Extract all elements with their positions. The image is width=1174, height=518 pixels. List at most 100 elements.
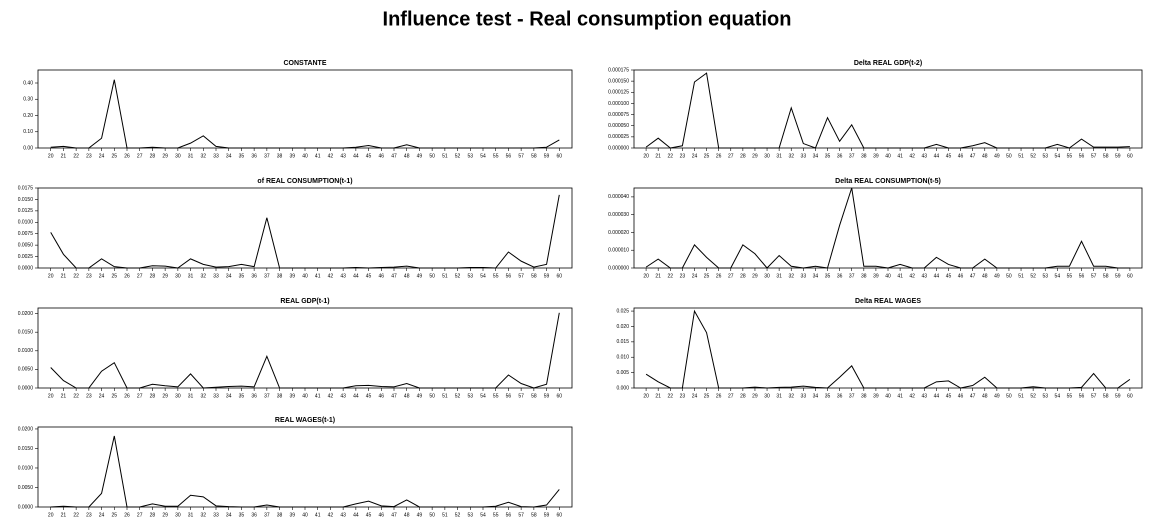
x-tick-label: 35 [239, 393, 245, 399]
x-tick-label: 52 [455, 393, 461, 399]
x-tick-label: 57 [518, 393, 524, 399]
x-tick-label: 33 [213, 273, 219, 279]
x-tick-label: 31 [188, 153, 194, 159]
panel-title: Delta REAL CONSUMPTION(t-5) [835, 178, 941, 185]
x-tick-label: 43 [922, 393, 928, 399]
x-tick-label: 47 [391, 512, 397, 518]
x-tick-label: 26 [124, 273, 130, 279]
x-tick-label: 20 [48, 512, 54, 518]
x-tick-label: 49 [994, 273, 1000, 279]
x-tick-label: 40 [885, 393, 891, 399]
x-tick-label: 25 [112, 153, 118, 159]
x-tick-label: 38 [861, 153, 867, 159]
x-tick-label: 27 [137, 273, 143, 279]
x-tick-label: 44 [353, 273, 359, 279]
y-tick-label: 0.0150 [18, 446, 34, 452]
x-tick-label: 52 [1030, 393, 1036, 399]
x-tick-label: 42 [909, 393, 915, 399]
x-tick-label: 53 [468, 273, 474, 279]
x-tick-label: 38 [277, 393, 283, 399]
x-tick-label: 60 [1127, 393, 1133, 399]
x-tick-label: 28 [740, 273, 746, 279]
x-tick-label: 20 [643, 393, 649, 399]
x-tick-label: 26 [716, 273, 722, 279]
x-tick-label: 50 [429, 273, 435, 279]
x-tick-label: 21 [655, 393, 661, 399]
x-tick-label: 32 [788, 273, 794, 279]
x-tick-label: 45 [366, 273, 372, 279]
x-tick-label: 27 [137, 153, 143, 159]
data-line [50, 312, 560, 389]
x-tick-label: 22 [73, 512, 79, 518]
x-tick-label: 25 [704, 153, 710, 159]
x-tick-label: 31 [776, 273, 782, 279]
y-tick-label: 0.0100 [18, 465, 34, 471]
x-tick-label: 43 [922, 273, 928, 279]
x-tick-label: 57 [1091, 273, 1097, 279]
x-tick-label: 21 [61, 512, 67, 518]
x-tick-label: 33 [213, 153, 219, 159]
x-tick-label: 40 [302, 393, 308, 399]
x-tick-label: 47 [970, 393, 976, 399]
x-tick-label: 60 [1127, 153, 1133, 159]
x-tick-label: 32 [788, 153, 794, 159]
x-tick-label: 30 [175, 153, 181, 159]
y-tick-label: 0.000100 [608, 101, 629, 107]
x-tick-label: 60 [557, 273, 563, 279]
x-tick-label: 36 [837, 153, 843, 159]
x-tick-label: 53 [468, 512, 474, 518]
x-tick-label: 20 [48, 153, 54, 159]
x-tick-label: 45 [946, 273, 952, 279]
x-tick-label: 25 [704, 273, 710, 279]
figure-title: Influence test - Real consumption equati… [383, 8, 792, 30]
x-tick-label: 24 [99, 393, 105, 399]
x-tick-label: 33 [213, 512, 219, 518]
x-tick-label: 39 [290, 273, 296, 279]
y-tick-label: 0.0050 [18, 367, 34, 373]
x-tick-label: 47 [970, 273, 976, 279]
x-tick-label: 57 [518, 512, 524, 518]
x-tick-label: 49 [417, 512, 423, 518]
x-tick-label: 52 [1030, 273, 1036, 279]
x-tick-label: 51 [1018, 153, 1024, 159]
y-tick-label: 0.10 [23, 129, 33, 135]
x-tick-label: 31 [188, 512, 194, 518]
x-tick-label: 28 [150, 273, 156, 279]
x-tick-label: 23 [680, 273, 686, 279]
x-tick-label: 43 [340, 153, 346, 159]
x-tick-label: 43 [922, 153, 928, 159]
x-tick-label: 47 [970, 153, 976, 159]
y-tick-label: 0.0075 [18, 231, 34, 237]
x-tick-label: 42 [328, 512, 334, 518]
x-tick-label: 36 [837, 273, 843, 279]
x-tick-label: 48 [404, 273, 410, 279]
x-tick-label: 38 [277, 153, 283, 159]
x-tick-label: 31 [776, 393, 782, 399]
x-tick-label: 52 [455, 273, 461, 279]
x-tick-label: 57 [518, 153, 524, 159]
x-tick-label: 24 [692, 393, 698, 399]
plot-frame [37, 187, 573, 269]
y-tick-label: 0.000030 [608, 212, 629, 218]
x-tick-label: 48 [404, 512, 410, 518]
x-tick-label: 41 [315, 273, 321, 279]
panel-title: CONSTANTE [283, 60, 326, 67]
x-tick-label: 28 [740, 153, 746, 159]
panel-title: Delta REAL GDP(t-2) [854, 60, 922, 67]
x-tick-label: 30 [764, 393, 770, 399]
x-tick-label: 31 [776, 153, 782, 159]
x-tick-label: 55 [1067, 393, 1073, 399]
y-tick-label: 0.000000 [608, 145, 629, 151]
y-tick-label: 0.0200 [18, 426, 34, 432]
x-tick-label: 57 [518, 273, 524, 279]
x-tick-label: 22 [668, 273, 674, 279]
x-tick-label: 50 [429, 512, 435, 518]
x-tick-label: 44 [934, 153, 940, 159]
y-tick-label: 0.40 [23, 80, 33, 86]
plot-frame [633, 69, 1143, 149]
x-tick-label: 41 [315, 393, 321, 399]
y-tick-label: 0.010 [616, 355, 629, 361]
x-tick-label: 34 [813, 153, 819, 159]
x-tick-label: 28 [150, 153, 156, 159]
